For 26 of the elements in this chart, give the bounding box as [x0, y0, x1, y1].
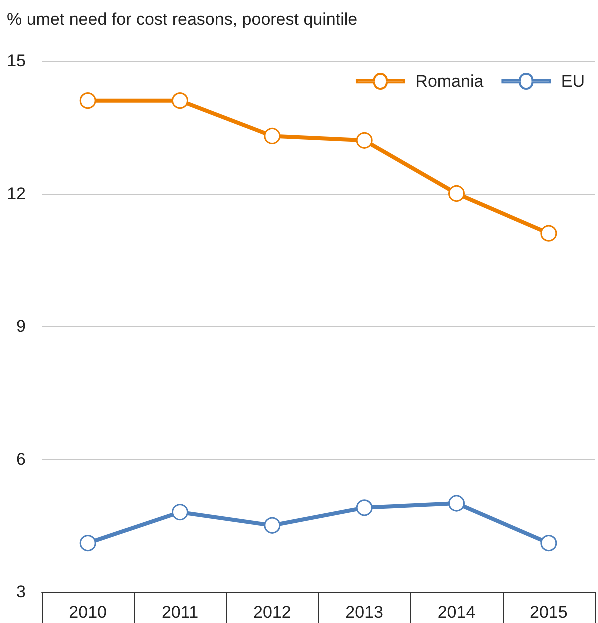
y-tick-label: 3: [16, 582, 26, 602]
chart-title: % umet need for cost reasons, poorest quintile: [7, 10, 358, 29]
point: [540, 225, 558, 242]
x-tick-label: 2014: [438, 603, 476, 622]
y-tick-label: 15: [7, 52, 26, 70]
x-tick-label: 2013: [346, 603, 384, 622]
x-tick-label: 2015: [530, 603, 568, 622]
legend-label: EU: [561, 72, 586, 91]
y-tick-label: 6: [16, 450, 26, 469]
point: [264, 128, 281, 144]
legend-label: Romania: [416, 72, 484, 91]
point: [172, 92, 188, 110]
point: [264, 517, 281, 534]
point: [356, 132, 373, 149]
point: [172, 504, 188, 521]
x-tick-label: 2010: [69, 603, 107, 622]
x-tick-label: 2012: [254, 603, 292, 622]
y-tick-label: 9: [16, 317, 26, 336]
point: [540, 535, 558, 552]
point: [80, 535, 96, 552]
point: [448, 186, 465, 202]
y-tick-label: 12: [7, 184, 26, 204]
point: [80, 92, 96, 110]
point: [448, 495, 465, 512]
point: [356, 500, 373, 516]
x-tick-label: 2011: [162, 603, 199, 622]
